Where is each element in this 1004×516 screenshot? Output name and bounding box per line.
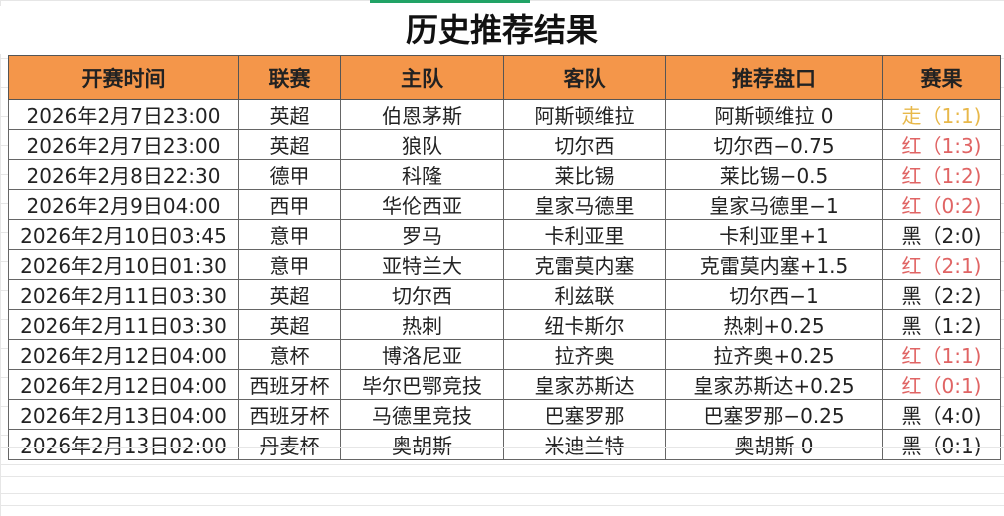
cell-league[interactable]: 德甲 xyxy=(238,159,341,190)
cell-league[interactable]: 西班牙杯 xyxy=(238,399,341,430)
table-row: 2026年2月10日01:30 意甲 亚特兰大 克雷莫内塞 克雷莫内塞+1.5 红（2:1… xyxy=(8,249,1001,280)
empty-cells xyxy=(0,447,1004,516)
cell-result[interactable]: 红（1:2) xyxy=(882,159,1001,190)
cell-result[interactable]: 黑（1:2) xyxy=(882,309,1001,340)
cell-home[interactable]: 切尔西 xyxy=(340,279,504,310)
cell-away[interactable]: 卡利亚里 xyxy=(503,219,666,250)
cell-home[interactable]: 博洛尼亚 xyxy=(340,339,504,370)
table-row: 2026年2月9日04:00 西甲 华伦西亚 皇家马德里 皇家马德里−1 红（0:2) xyxy=(8,189,1001,220)
cell-league[interactable]: 英超 xyxy=(238,279,341,310)
cell-result[interactable]: 黑（2:0) xyxy=(882,219,1001,250)
cell-home[interactable]: 毕尔巴鄂竞技 xyxy=(340,369,504,400)
header-pick[interactable]: 推荐盘口 xyxy=(665,55,883,100)
cell-time[interactable]: 2026年2月12日04:00 xyxy=(8,369,239,400)
cell-pick[interactable]: 拉齐奥+0.25 xyxy=(665,339,883,370)
cell-result[interactable]: 红（0:1) xyxy=(882,369,1001,400)
cell-pick[interactable]: 莱比锡−0.5 xyxy=(665,159,883,190)
cell-away[interactable]: 拉齐奥 xyxy=(503,339,666,370)
cell-pick[interactable]: 皇家苏斯达+0.25 xyxy=(665,369,883,400)
cell-pick[interactable]: 巴塞罗那−0.25 xyxy=(665,399,883,430)
cell-result[interactable]: 红（1:1) xyxy=(882,339,1001,370)
cell-home[interactable]: 科隆 xyxy=(340,159,504,190)
table-row: 2026年2月8日22:30 德甲 科隆 莱比锡 莱比锡−0.5 红（1:2) xyxy=(8,159,1001,190)
cell-league[interactable]: 意甲 xyxy=(238,249,341,280)
cell-time[interactable]: 2026年2月9日04:00 xyxy=(8,189,239,220)
cell-time[interactable]: 2026年2月10日03:45 xyxy=(8,219,239,250)
cell-time[interactable]: 2026年2月12日04:00 xyxy=(8,339,239,370)
header-league[interactable]: 联赛 xyxy=(238,55,341,100)
header-home[interactable]: 主队 xyxy=(340,55,504,100)
cell-away[interactable]: 皇家马德里 xyxy=(503,189,666,220)
table-row: 2026年2月11日03:30 英超 切尔西 利兹联 切尔西−1 黑（2:2) xyxy=(8,279,1001,310)
cell-league[interactable]: 西班牙杯 xyxy=(238,369,341,400)
cell-league[interactable]: 英超 xyxy=(238,309,341,340)
cell-league[interactable]: 意甲 xyxy=(238,219,341,250)
cell-pick[interactable]: 切尔西−0.75 xyxy=(665,129,883,160)
cell-pick[interactable]: 阿斯顿维拉 0 xyxy=(665,99,883,130)
table-row: 2026年2月7日23:00 英超 狼队 切尔西 切尔西−0.75 红（1:3) xyxy=(8,129,1001,160)
cell-time[interactable]: 2026年2月10日01:30 xyxy=(8,249,239,280)
cell-home[interactable]: 热刺 xyxy=(340,309,504,340)
page-title: 历史推荐结果 xyxy=(0,6,1004,54)
cell-league[interactable]: 英超 xyxy=(238,99,341,130)
table-row: 2026年2月12日04:00 西班牙杯 毕尔巴鄂竞技 皇家苏斯达 皇家苏斯达+0.25… xyxy=(8,369,1001,400)
column-selection-indicator xyxy=(370,0,530,3)
cell-pick[interactable]: 切尔西−1 xyxy=(665,279,883,310)
table-row: 2026年2月13日04:00 西班牙杯 马德里竞技 巴塞罗那 巴塞罗那−0.25 黑（4… xyxy=(8,399,1001,430)
cell-time[interactable]: 2026年2月8日22:30 xyxy=(8,159,239,190)
table-row: 2026年2月11日03:30 英超 热刺 纽卡斯尔 热刺+0.25 黑（1:2) xyxy=(8,309,1001,340)
header-row: 开赛时间 联赛 主队 客队 推荐盘口 赛果 xyxy=(8,55,1001,100)
cell-result[interactable]: 黑（4:0) xyxy=(882,399,1001,430)
cell-league[interactable]: 西甲 xyxy=(238,189,341,220)
results-table: 开赛时间 联赛 主队 客队 推荐盘口 赛果 2026年2月7日23:00 英超 伯恩… xyxy=(8,55,1001,460)
cell-pick[interactable]: 卡利亚里+1 xyxy=(665,219,883,250)
cell-away[interactable]: 克雷莫内塞 xyxy=(503,249,666,280)
cell-home[interactable]: 狼队 xyxy=(340,129,504,160)
cell-away[interactable]: 利兹联 xyxy=(503,279,666,310)
table-row: 2026年2月12日04:00 意杯 博洛尼亚 拉齐奥 拉齐奥+0.25 红（1:1) xyxy=(8,339,1001,370)
header-result[interactable]: 赛果 xyxy=(882,55,1001,100)
table-row: 2026年2月7日23:00 英超 伯恩茅斯 阿斯顿维拉 阿斯顿维拉 0 走（1:1) xyxy=(8,99,1001,130)
header-away[interactable]: 客队 xyxy=(503,55,666,100)
cell-result[interactable]: 走（1:1) xyxy=(882,99,1001,130)
cell-result[interactable]: 红（0:2) xyxy=(882,189,1001,220)
cell-time[interactable]: 2026年2月13日04:00 xyxy=(8,399,239,430)
cell-pick[interactable]: 克雷莫内塞+1.5 xyxy=(665,249,883,280)
cell-time[interactable]: 2026年2月7日23:00 xyxy=(8,129,239,160)
cell-time[interactable]: 2026年2月11日03:30 xyxy=(8,279,239,310)
cell-result[interactable]: 红（2:1) xyxy=(882,249,1001,280)
cell-home[interactable]: 亚特兰大 xyxy=(340,249,504,280)
cell-league[interactable]: 英超 xyxy=(238,129,341,160)
cell-away[interactable]: 阿斯顿维拉 xyxy=(503,99,666,130)
cell-home[interactable]: 罗马 xyxy=(340,219,504,250)
cell-pick[interactable]: 热刺+0.25 xyxy=(665,309,883,340)
cell-time[interactable]: 2026年2月7日23:00 xyxy=(8,99,239,130)
cell-away[interactable]: 纽卡斯尔 xyxy=(503,309,666,340)
cell-home[interactable]: 伯恩茅斯 xyxy=(340,99,504,130)
cell-result[interactable]: 黑（2:2) xyxy=(882,279,1001,310)
cell-away[interactable]: 切尔西 xyxy=(503,129,666,160)
cell-result[interactable]: 红（1:3) xyxy=(882,129,1001,160)
cell-home[interactable]: 马德里竞技 xyxy=(340,399,504,430)
cell-pick[interactable]: 皇家马德里−1 xyxy=(665,189,883,220)
cell-time[interactable]: 2026年2月11日03:30 xyxy=(8,309,239,340)
cell-home[interactable]: 华伦西亚 xyxy=(340,189,504,220)
header-time[interactable]: 开赛时间 xyxy=(8,55,239,100)
cell-league[interactable]: 意杯 xyxy=(238,339,341,370)
cell-away[interactable]: 巴塞罗那 xyxy=(503,399,666,430)
table-row: 2026年2月10日03:45 意甲 罗马 卡利亚里 卡利亚里+1 黑（2:0) xyxy=(8,219,1001,250)
cell-away[interactable]: 莱比锡 xyxy=(503,159,666,190)
cell-away[interactable]: 皇家苏斯达 xyxy=(503,369,666,400)
